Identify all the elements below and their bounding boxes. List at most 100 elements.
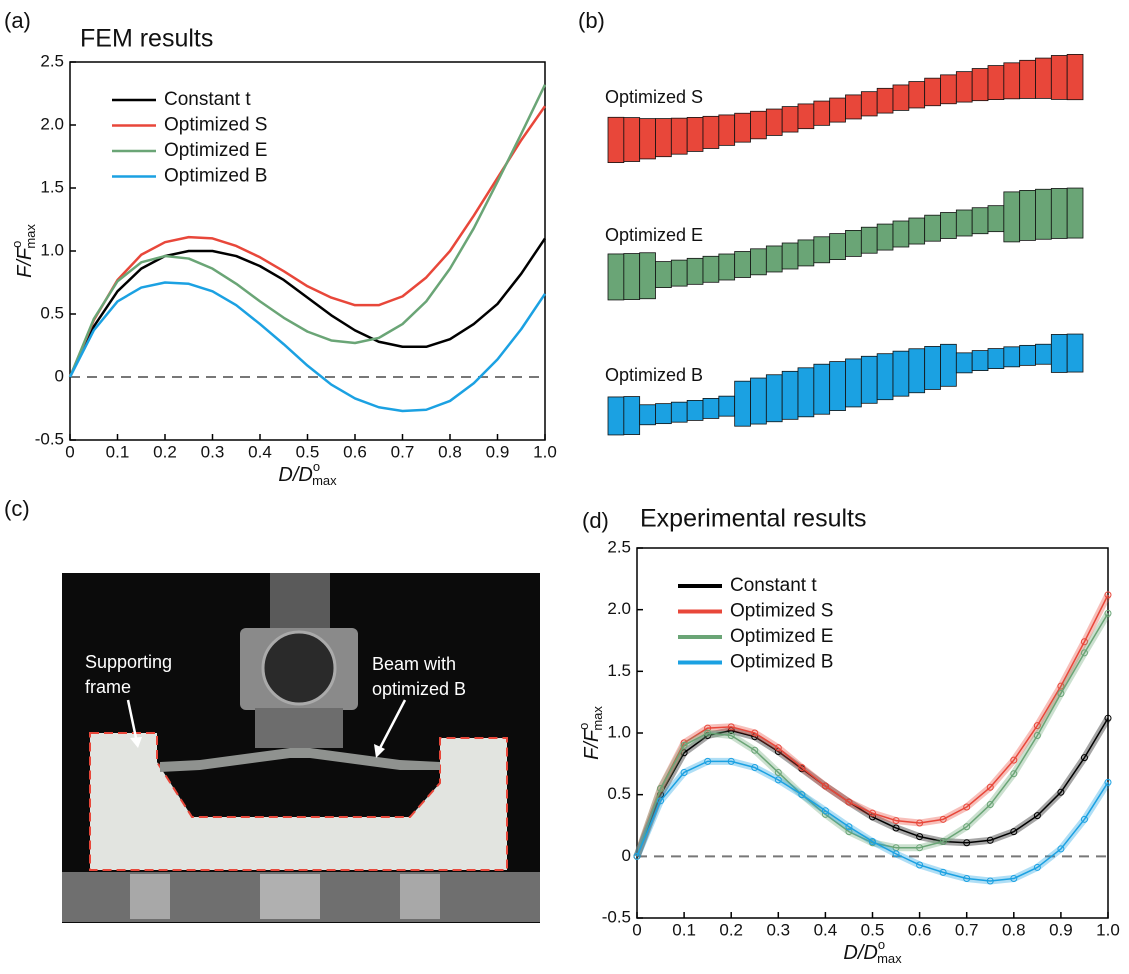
beam-segment xyxy=(955,209,973,237)
beam-segment xyxy=(1003,346,1021,368)
data-point xyxy=(657,785,665,792)
beam xyxy=(160,748,440,772)
arrow-head xyxy=(130,737,142,748)
x-tick-label: 0.8 xyxy=(1002,920,1026,939)
beam-segment xyxy=(924,77,941,107)
beam-segment xyxy=(1003,191,1021,243)
legend-label: Constant t xyxy=(730,575,817,596)
reflection xyxy=(130,874,170,919)
axis-label-part: o xyxy=(878,937,885,952)
beam-segment xyxy=(1035,343,1052,365)
y-tick-label: 0 xyxy=(55,366,64,385)
beam-segment xyxy=(1050,55,1068,100)
data-point xyxy=(798,791,806,799)
axis-label: D/Do max xyxy=(278,459,337,488)
y-tick-label: 0 xyxy=(622,846,631,865)
x-tick-label: 0.1 xyxy=(672,920,696,939)
data-point xyxy=(657,797,665,805)
chart-title: Experimental results xyxy=(640,505,866,533)
beam-segment xyxy=(940,74,957,105)
beam-segment xyxy=(987,205,1005,233)
beam-segment xyxy=(892,220,910,248)
axis-label-part: max xyxy=(590,706,605,731)
y-tick-label: 2.0 xyxy=(607,599,631,618)
data-point xyxy=(774,768,782,776)
data-point xyxy=(939,868,947,876)
x-tick-label: 0.4 xyxy=(814,920,838,939)
data-point xyxy=(821,782,829,790)
series-line xyxy=(68,84,547,378)
data-point xyxy=(869,838,876,846)
beam-segment xyxy=(686,117,704,152)
y-tick-label: 1.5 xyxy=(607,661,631,680)
fixture-arm xyxy=(270,573,330,633)
beam-segment xyxy=(702,255,720,283)
x-tick-label: 0.7 xyxy=(955,920,979,939)
beam-segment xyxy=(860,355,878,404)
data-point xyxy=(1010,828,1018,836)
y-tick-label: -0.5 xyxy=(602,907,631,926)
data-point xyxy=(963,803,971,811)
beam-segment xyxy=(655,118,672,158)
y-tick-label: 2.5 xyxy=(40,51,64,70)
beam-segment xyxy=(1066,53,1084,101)
beam-segment xyxy=(686,400,704,421)
beam-segment xyxy=(987,348,1005,369)
beam-segment xyxy=(829,97,846,123)
beam-label: Optimized E xyxy=(605,225,703,245)
data-point xyxy=(916,861,924,869)
data-point xyxy=(869,809,876,817)
series-line xyxy=(636,612,1109,857)
beam-segment xyxy=(797,367,815,418)
data-point xyxy=(892,850,900,858)
series-line xyxy=(68,281,547,413)
x-tick-label: 0.3 xyxy=(766,920,790,939)
panel-label: (c) xyxy=(4,496,30,521)
beam-segment xyxy=(623,117,641,162)
legend-label: Optimized E xyxy=(730,626,833,647)
beam-segment xyxy=(955,71,973,103)
beam-segment xyxy=(1050,334,1068,373)
axis-label: D/Do max xyxy=(843,937,902,966)
beam-segment xyxy=(860,91,878,117)
arrow-head xyxy=(374,744,385,758)
data-point xyxy=(751,764,759,772)
supporting-frame xyxy=(89,732,508,871)
data-point xyxy=(845,828,853,836)
beam-segment xyxy=(1050,188,1068,239)
data-point xyxy=(1010,770,1018,778)
photo-label: frame xyxy=(85,677,131,697)
beam-segment xyxy=(813,363,831,415)
beam-segment xyxy=(1019,344,1036,366)
data-point xyxy=(1080,754,1088,762)
beam-segment xyxy=(1019,59,1036,99)
beam-segment xyxy=(781,242,799,270)
beam-segment xyxy=(940,212,957,239)
data-point xyxy=(1057,788,1065,796)
data-point xyxy=(1010,756,1018,764)
data-point xyxy=(1057,682,1065,690)
beam-segment xyxy=(734,112,751,143)
beam-segment xyxy=(845,358,862,408)
beam-segment xyxy=(718,395,736,417)
data-point xyxy=(963,823,971,831)
legend-label: Constant t xyxy=(164,89,251,110)
beam-segment xyxy=(908,217,926,245)
beam-segment xyxy=(639,118,656,160)
beam-segment xyxy=(876,87,894,114)
plot-frame xyxy=(69,61,546,441)
x-tick-label: 0.3 xyxy=(201,442,225,461)
data-point xyxy=(892,824,900,832)
data-point xyxy=(1033,731,1041,739)
fixture-lens xyxy=(261,630,337,706)
panel-label: (b) xyxy=(578,8,605,33)
photo-label: Beam with xyxy=(372,654,456,674)
x-tick-label: 0 xyxy=(632,920,641,939)
beam-segment xyxy=(860,226,878,254)
x-tick-label: 0.5 xyxy=(861,920,885,939)
x-tick-label: 0.2 xyxy=(719,920,743,939)
beam-segment xyxy=(765,374,783,423)
beam-segment xyxy=(655,403,672,425)
y-tick-label: 2.0 xyxy=(40,114,64,133)
beam-segment xyxy=(797,103,815,130)
